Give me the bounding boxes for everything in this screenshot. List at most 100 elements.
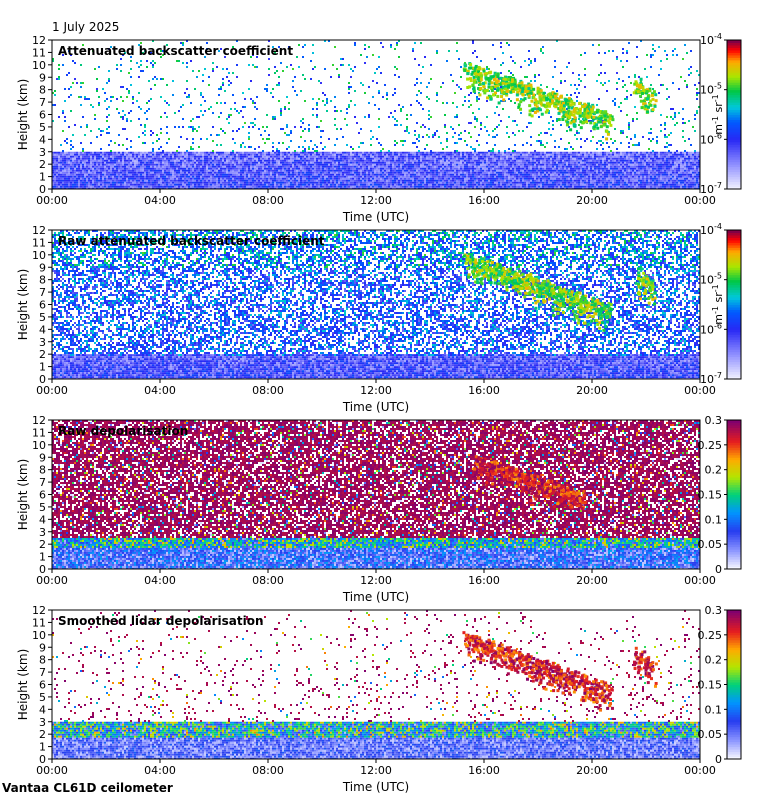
x-tick-label: 00:00 bbox=[36, 764, 68, 777]
y-axis-label: Height (km) bbox=[16, 79, 30, 150]
colorbar-frame bbox=[726, 39, 742, 190]
x-tick-label: 16:00 bbox=[468, 384, 500, 397]
colorbar-tick-label: 0.3 bbox=[705, 414, 723, 427]
heatmap-field bbox=[52, 230, 700, 379]
y-tick-label: 12 bbox=[32, 604, 46, 617]
date-label: 1 July 2025 bbox=[52, 20, 119, 34]
y-tick-label: 2 bbox=[39, 348, 46, 361]
y-tick-label: 3 bbox=[39, 336, 46, 349]
y-tick-label: 3 bbox=[39, 716, 46, 729]
y-tick-label: 2 bbox=[39, 728, 46, 741]
x-tick-label: 08:00 bbox=[252, 764, 284, 777]
x-tick-label: 04:00 bbox=[144, 384, 176, 397]
colorbar-tick-label: 10-4 bbox=[700, 222, 722, 237]
y-tick-label: 12 bbox=[32, 414, 46, 427]
y-tick-label: 1 bbox=[39, 551, 46, 564]
colorbar-tick-label: 0 bbox=[715, 753, 722, 766]
y-axis-label: Height (km) bbox=[16, 649, 30, 720]
colorbar-tick-label: 0.1 bbox=[705, 513, 723, 526]
colorbar-tick-label: 0.3 bbox=[705, 604, 723, 617]
heatmap-field bbox=[52, 610, 700, 759]
y-tick-label: 1 bbox=[39, 741, 46, 754]
x-tick-label: 20:00 bbox=[576, 384, 608, 397]
y-tick-label: 8 bbox=[39, 84, 46, 97]
y-tick-label: 12 bbox=[32, 224, 46, 237]
colorbar: 10-710-610-510-4m-1 sr-1 bbox=[700, 32, 742, 196]
x-tick-label: 00:00 bbox=[36, 384, 68, 397]
colorbar: 0 0.05 0.1 0.15 0.2 0.25 0.3 bbox=[698, 604, 742, 766]
y-tick-label: 10 bbox=[32, 439, 46, 452]
y-tick-label: 6 bbox=[39, 109, 46, 122]
x-tick-label: 16:00 bbox=[468, 574, 500, 587]
colorbar-tick-label: 0.25 bbox=[698, 629, 723, 642]
colorbar-tick-label: 0.1 bbox=[705, 703, 723, 716]
y-tick-label: 5 bbox=[39, 121, 46, 134]
panel-title: Smoothed lidar depolarisation bbox=[58, 614, 264, 628]
y-tick-label: 3 bbox=[39, 526, 46, 539]
x-tick-label: 16:00 bbox=[468, 194, 500, 207]
y-tick-label: 8 bbox=[39, 274, 46, 287]
x-tick-label: 20:00 bbox=[576, 574, 608, 587]
colorbar-tick-label: 0.15 bbox=[698, 489, 723, 502]
x-axis-label: Time (UTC) bbox=[342, 590, 409, 604]
y-tick-label: 9 bbox=[39, 261, 46, 274]
y-tick-label: 4 bbox=[39, 133, 46, 146]
y-tick-label: 11 bbox=[32, 426, 46, 439]
y-tick-label: 0 bbox=[39, 183, 46, 196]
colorbar-tick-label: 0.05 bbox=[698, 538, 723, 551]
y-tick-label: 7 bbox=[39, 96, 46, 109]
x-tick-label: 12:00 bbox=[360, 574, 392, 587]
colorbar-tick-label: 10-4 bbox=[700, 32, 722, 47]
x-tick-label: 12:00 bbox=[360, 194, 392, 207]
x-tick-label: 20:00 bbox=[576, 764, 608, 777]
colorbar-tick-label: 0 bbox=[715, 563, 722, 576]
y-tick-label: 2 bbox=[39, 158, 46, 171]
y-tick-label: 0 bbox=[39, 753, 46, 766]
heatmap-field bbox=[52, 40, 700, 189]
y-tick-label: 9 bbox=[39, 71, 46, 84]
x-tick-label: 00:00 bbox=[684, 764, 716, 777]
y-tick-label: 9 bbox=[39, 641, 46, 654]
x-tick-label: 08:00 bbox=[252, 384, 284, 397]
colorbar-tick-label: 0.05 bbox=[698, 728, 723, 741]
y-tick-label: 1 bbox=[39, 171, 46, 184]
colorbar: 0 0.05 0.1 0.15 0.2 0.25 0.3 bbox=[698, 414, 742, 576]
y-tick-label: 6 bbox=[39, 679, 46, 692]
x-tick-label: 00:00 bbox=[684, 384, 716, 397]
x-tick-label: 16:00 bbox=[468, 764, 500, 777]
x-tick-label: 04:00 bbox=[144, 764, 176, 777]
y-tick-label: 10 bbox=[32, 629, 46, 642]
y-tick-label: 11 bbox=[32, 46, 46, 59]
panel-title: Attenuated backscatter coefficient bbox=[58, 44, 293, 58]
y-tick-label: 9 bbox=[39, 451, 46, 464]
y-tick-label: 12 bbox=[32, 34, 46, 47]
y-tick-label: 5 bbox=[39, 691, 46, 704]
y-tick-label: 5 bbox=[39, 501, 46, 514]
y-tick-label: 8 bbox=[39, 464, 46, 477]
colorbar-tick-label: 0.25 bbox=[698, 439, 723, 452]
x-tick-label: 12:00 bbox=[360, 764, 392, 777]
y-tick-label: 6 bbox=[39, 489, 46, 502]
y-tick-label: 5 bbox=[39, 311, 46, 324]
colorbar-tick-label: 10-7 bbox=[700, 181, 722, 196]
colorbar-tick-label: 0.15 bbox=[698, 679, 723, 692]
panel-title: Raw depolarisation bbox=[58, 424, 188, 438]
instrument-label: Vantaa CL61D ceilometer bbox=[2, 781, 173, 795]
panel-title: Raw attenuated backscatter coefficient bbox=[58, 234, 325, 248]
x-tick-label: 00:00 bbox=[684, 574, 716, 587]
y-tick-label: 7 bbox=[39, 286, 46, 299]
y-tick-label: 10 bbox=[32, 249, 46, 262]
x-tick-label: 04:00 bbox=[144, 574, 176, 587]
y-axis-label: Height (km) bbox=[16, 459, 30, 530]
y-tick-label: 3 bbox=[39, 146, 46, 159]
y-tick-label: 0 bbox=[39, 373, 46, 386]
x-tick-label: 00:00 bbox=[36, 574, 68, 587]
y-tick-label: 2 bbox=[39, 538, 46, 551]
y-tick-label: 7 bbox=[39, 666, 46, 679]
colorbar-tick-label: 10-7 bbox=[700, 371, 722, 386]
y-tick-label: 4 bbox=[39, 513, 46, 526]
